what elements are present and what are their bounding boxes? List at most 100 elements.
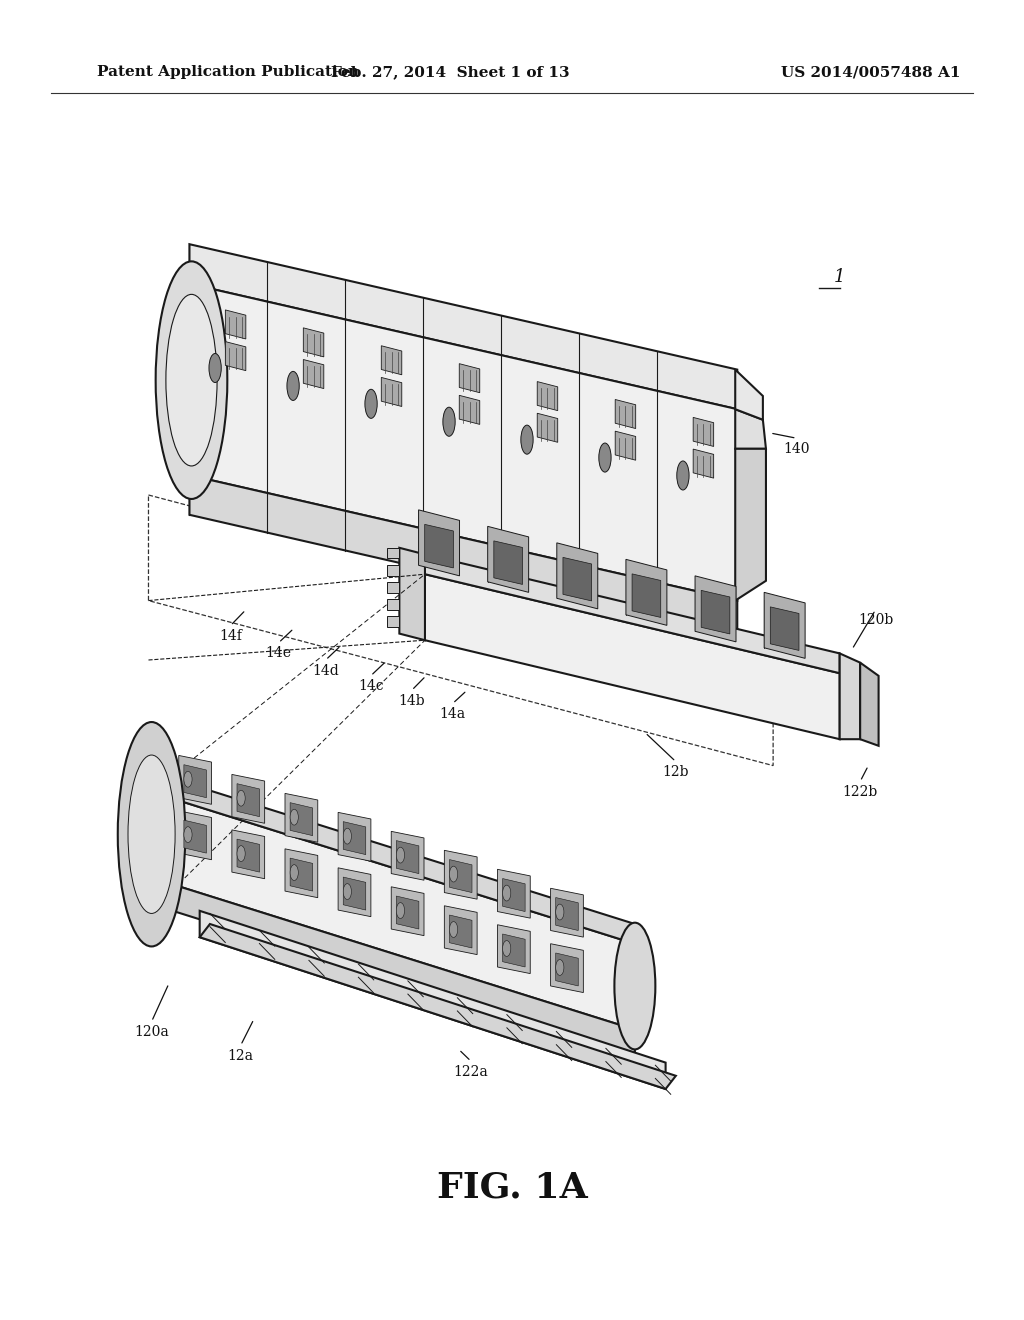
Polygon shape xyxy=(626,560,667,626)
Polygon shape xyxy=(693,449,714,478)
Polygon shape xyxy=(693,417,714,446)
Text: FIG. 1A: FIG. 1A xyxy=(436,1171,588,1205)
Text: 14c: 14c xyxy=(357,680,384,693)
Polygon shape xyxy=(494,541,522,585)
Polygon shape xyxy=(231,830,264,879)
Ellipse shape xyxy=(614,923,655,1049)
Polygon shape xyxy=(425,554,840,673)
Polygon shape xyxy=(551,888,584,937)
Polygon shape xyxy=(538,413,558,442)
Polygon shape xyxy=(290,803,312,836)
Polygon shape xyxy=(152,792,635,1030)
Text: 120b: 120b xyxy=(858,614,893,627)
Polygon shape xyxy=(343,821,366,854)
Text: 14f: 14f xyxy=(219,630,242,643)
Polygon shape xyxy=(556,953,579,986)
Polygon shape xyxy=(450,859,472,892)
Polygon shape xyxy=(391,887,424,936)
Ellipse shape xyxy=(503,941,511,957)
Polygon shape xyxy=(615,432,636,461)
Ellipse shape xyxy=(156,261,227,499)
Polygon shape xyxy=(459,363,479,393)
Polygon shape xyxy=(563,557,592,601)
Ellipse shape xyxy=(184,826,193,842)
Text: 140: 140 xyxy=(783,442,810,455)
Polygon shape xyxy=(425,574,840,739)
Ellipse shape xyxy=(677,461,689,490)
Polygon shape xyxy=(237,840,259,873)
Polygon shape xyxy=(189,244,737,409)
Polygon shape xyxy=(503,935,525,968)
Ellipse shape xyxy=(450,921,458,937)
Polygon shape xyxy=(189,284,737,601)
Polygon shape xyxy=(387,599,399,610)
Polygon shape xyxy=(735,409,766,449)
Polygon shape xyxy=(556,898,579,931)
Polygon shape xyxy=(419,510,460,576)
Polygon shape xyxy=(303,359,324,388)
Polygon shape xyxy=(152,772,635,944)
Text: 122b: 122b xyxy=(843,785,878,799)
Polygon shape xyxy=(695,576,736,642)
Ellipse shape xyxy=(556,960,564,975)
Ellipse shape xyxy=(396,847,404,863)
Polygon shape xyxy=(285,793,317,842)
Polygon shape xyxy=(387,565,399,576)
Polygon shape xyxy=(343,876,366,909)
Polygon shape xyxy=(615,400,636,429)
Polygon shape xyxy=(184,764,207,797)
Polygon shape xyxy=(735,370,763,420)
Polygon shape xyxy=(200,924,676,1089)
Ellipse shape xyxy=(450,866,458,882)
Ellipse shape xyxy=(442,407,455,436)
Ellipse shape xyxy=(118,722,185,946)
Polygon shape xyxy=(632,574,660,618)
Ellipse shape xyxy=(365,389,377,418)
Ellipse shape xyxy=(237,846,245,862)
Polygon shape xyxy=(840,653,860,739)
Polygon shape xyxy=(538,381,558,411)
Polygon shape xyxy=(290,858,312,891)
Ellipse shape xyxy=(128,755,175,913)
Ellipse shape xyxy=(396,903,404,919)
Text: 120a: 120a xyxy=(134,1026,169,1039)
Ellipse shape xyxy=(290,809,298,825)
Polygon shape xyxy=(225,342,246,371)
Text: 122a: 122a xyxy=(454,1065,488,1078)
Text: 12a: 12a xyxy=(227,1049,254,1063)
Polygon shape xyxy=(152,878,635,1056)
Text: 14e: 14e xyxy=(265,647,292,660)
Text: 1: 1 xyxy=(834,268,846,286)
Polygon shape xyxy=(303,327,324,356)
Polygon shape xyxy=(381,346,401,375)
Ellipse shape xyxy=(521,425,534,454)
Polygon shape xyxy=(503,879,525,912)
Polygon shape xyxy=(557,543,598,609)
Polygon shape xyxy=(179,810,212,859)
Ellipse shape xyxy=(166,294,217,466)
Text: 12b: 12b xyxy=(663,766,689,779)
Polygon shape xyxy=(179,755,212,804)
Polygon shape xyxy=(225,310,246,339)
Polygon shape xyxy=(551,944,584,993)
Ellipse shape xyxy=(237,791,245,807)
Polygon shape xyxy=(498,925,530,974)
Polygon shape xyxy=(237,784,259,817)
Ellipse shape xyxy=(503,886,511,902)
Polygon shape xyxy=(387,582,399,593)
Polygon shape xyxy=(184,820,207,853)
Polygon shape xyxy=(338,812,371,861)
Polygon shape xyxy=(396,896,419,929)
Polygon shape xyxy=(285,849,317,898)
Polygon shape xyxy=(770,607,799,651)
Text: 14b: 14b xyxy=(398,694,425,708)
Ellipse shape xyxy=(287,371,299,400)
Polygon shape xyxy=(189,475,737,640)
Polygon shape xyxy=(735,449,766,601)
Polygon shape xyxy=(444,850,477,899)
Polygon shape xyxy=(860,663,879,746)
Ellipse shape xyxy=(290,865,298,880)
Polygon shape xyxy=(764,593,805,659)
Ellipse shape xyxy=(343,883,351,899)
Polygon shape xyxy=(425,524,454,568)
